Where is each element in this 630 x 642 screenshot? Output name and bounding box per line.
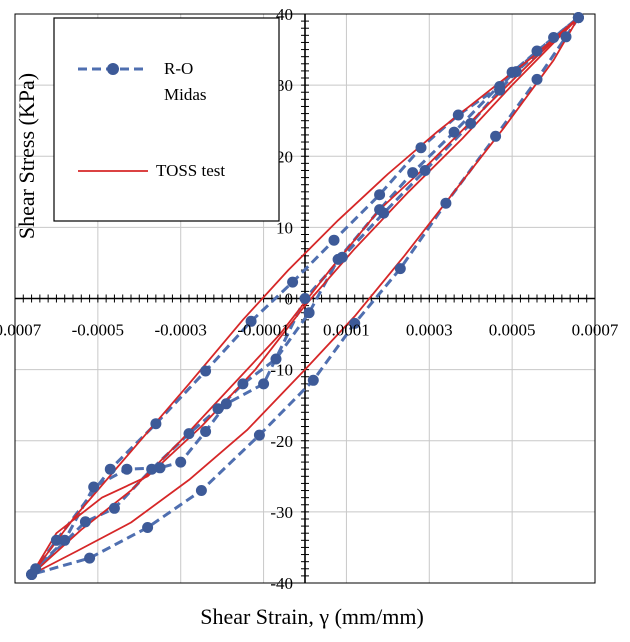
data-point-ro-midas — [349, 317, 361, 329]
y-tick-label: 40 — [276, 5, 293, 24]
legend-label-midas: Midas — [164, 85, 207, 104]
data-point-ro-midas — [548, 32, 560, 43]
data-point-ro-midas — [59, 534, 71, 546]
x-tick-label: 0.0007 — [572, 321, 619, 340]
data-point-ro-midas — [440, 197, 452, 209]
data-point-ro-midas — [220, 398, 232, 410]
x-tick-label: -0.0001 — [237, 321, 289, 340]
data-point-ro-midas — [419, 165, 431, 176]
data-point-ro-midas — [490, 130, 502, 142]
data-point-ro-midas — [150, 418, 162, 430]
x-tick-label: -0.0005 — [72, 321, 124, 340]
data-point-ro-midas — [88, 481, 100, 493]
data-point-ro-midas — [287, 276, 299, 288]
data-point-ro-midas — [175, 456, 187, 468]
data-point-ro-midas — [200, 426, 212, 437]
data-point-ro-midas — [258, 378, 270, 390]
data-point-ro-midas — [328, 234, 340, 246]
data-point-ro-midas — [303, 307, 315, 319]
legend-marker-ro-midas — [107, 63, 119, 75]
data-point-ro-midas — [560, 31, 572, 43]
x-tick-label: 0.0003 — [406, 321, 453, 340]
x-axis-title: Shear Strain, γ (mm/mm) — [200, 604, 424, 629]
y-tick-label: -20 — [270, 432, 293, 451]
series-line-toss-test — [30, 16, 580, 575]
data-point-ro-midas — [531, 45, 543, 57]
x-tick-label: 0.0005 — [489, 321, 536, 340]
data-point-ro-midas — [253, 429, 265, 441]
data-point-ro-midas — [50, 534, 62, 546]
data-point-ro-midas — [494, 84, 506, 96]
data-point-ro-midas — [407, 167, 419, 179]
data-point-ro-midas — [26, 569, 38, 580]
legend-label-toss-test: TOSS test — [156, 161, 225, 180]
y-tick-label: 10 — [276, 218, 293, 237]
data-point-ro-midas — [79, 516, 91, 528]
y-tick-label: -40 — [270, 574, 293, 593]
data-point-ro-midas — [448, 126, 460, 138]
data-point-ro-midas — [200, 365, 212, 377]
data-point-ro-midas — [374, 189, 386, 201]
data-point-ro-midas — [84, 552, 96, 564]
data-point-ro-midas — [465, 118, 477, 129]
data-point-ro-midas — [506, 66, 518, 78]
tick-labels: -0.0007 -0.0005 -0.0003 -0.0001 0.0001 0.0003… — [0, 5, 619, 593]
data-point-ro-midas — [299, 293, 311, 304]
series-line-toss-test — [31, 17, 580, 576]
data-point-ro-midas — [332, 253, 344, 265]
data-point-ro-midas — [307, 374, 319, 386]
y-axis-title: Shear Stress (KPa) — [14, 73, 39, 239]
data-point-ro-midas — [452, 109, 464, 121]
data-point-ro-midas — [195, 485, 207, 496]
series-layer — [26, 12, 584, 580]
data-point-ro-midas — [245, 315, 257, 327]
y-tick-label: -10 — [270, 361, 293, 380]
data-point-ro-midas — [154, 462, 166, 474]
x-tick-label: 0.0001 — [323, 321, 370, 340]
y-tick-label: -30 — [270, 503, 293, 522]
x-tick-label: -0.0003 — [155, 321, 207, 340]
data-point-ro-midas — [394, 263, 406, 275]
data-point-ro-midas — [415, 142, 427, 154]
y-tick-label: 30 — [276, 76, 293, 95]
data-point-ro-midas — [142, 522, 154, 533]
data-point-ro-midas — [531, 73, 543, 85]
x-tick-label: -0.0007 — [0, 321, 42, 340]
series-line-ro-midas — [30, 16, 580, 576]
data-point-ro-midas — [121, 463, 133, 475]
data-point-ro-midas — [572, 12, 584, 24]
legend-box — [53, 17, 280, 222]
data-point-ro-midas — [183, 428, 195, 440]
data-point-ro-midas — [374, 204, 386, 216]
data-point-ro-midas — [212, 403, 224, 415]
data-point-ro-midas — [270, 353, 282, 365]
legend: R-O Midas TOSS test — [53, 17, 280, 222]
y-tick-label: 20 — [276, 147, 293, 166]
data-point-ro-midas — [237, 378, 249, 390]
legend-label-ro: R-O — [164, 59, 193, 78]
data-point-ro-midas — [108, 502, 120, 514]
data-point-ro-midas — [104, 463, 116, 475]
y-tick-label: 0 — [285, 290, 294, 309]
data-point-ro-midas — [146, 463, 158, 475]
